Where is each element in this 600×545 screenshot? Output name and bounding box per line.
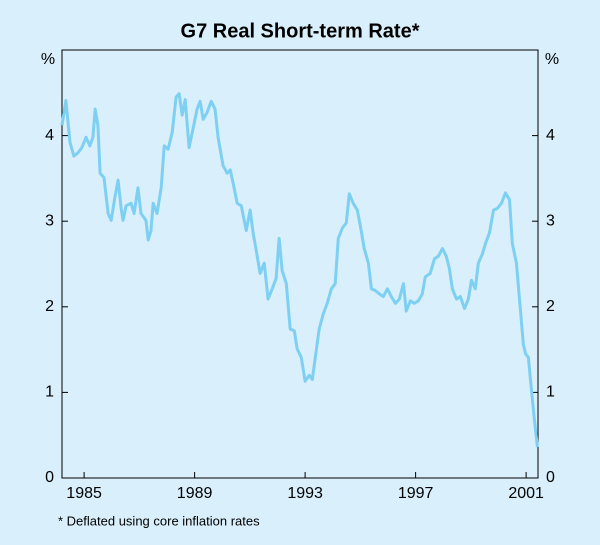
series-line — [60, 92, 539, 448]
y2-tick-label: 2 — [546, 298, 555, 315]
y-tick-label: 2 — [45, 298, 54, 315]
x-tick-label: 1993 — [287, 485, 323, 502]
x-tick-label: 1985 — [66, 485, 102, 502]
y2-tick-label: 1 — [546, 384, 555, 401]
x-tick-label: 1989 — [177, 485, 213, 502]
y2-axis-unit: % — [545, 51, 559, 68]
plot-frame — [61, 49, 539, 479]
y-axis-unit: % — [41, 51, 55, 68]
x-tick-label: 1997 — [398, 485, 434, 502]
y-tick-label: 0 — [45, 469, 54, 486]
y-tick-label: 3 — [45, 212, 54, 229]
chart-title: G7 Real Short-term Rate* — [181, 20, 420, 42]
y2-tick-label: 0 — [546, 469, 555, 486]
y-tick-label: 4 — [45, 127, 54, 144]
y-tick-label: 1 — [45, 384, 54, 401]
y2-tick-label: 4 — [546, 127, 555, 144]
y2-tick-label: 3 — [546, 212, 555, 229]
footnote: * Deflated using core inflation rates — [58, 513, 260, 528]
x-tick-label: 2001 — [508, 485, 544, 502]
